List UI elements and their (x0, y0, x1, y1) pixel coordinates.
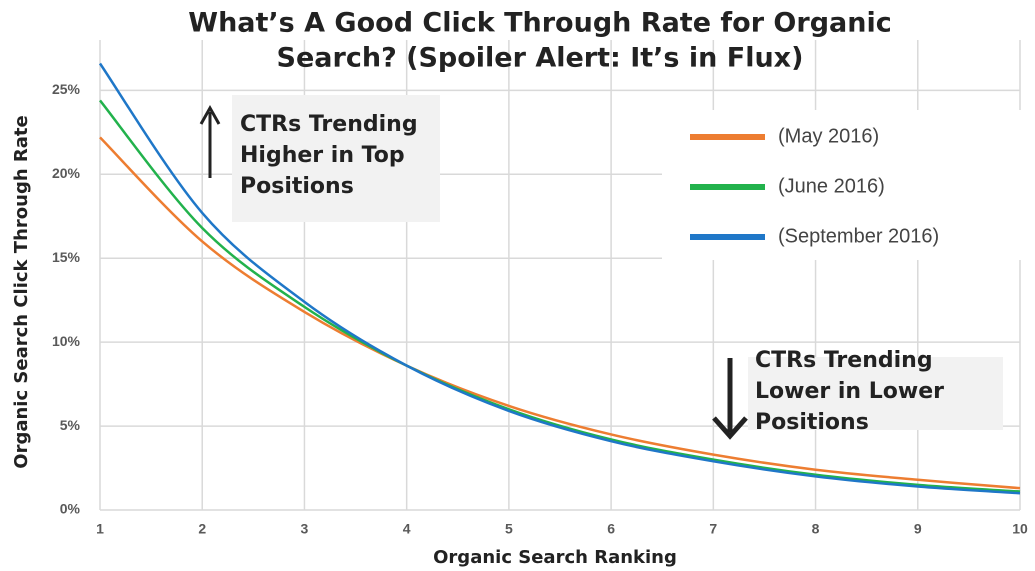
arrow-head (199, 104, 221, 125)
y-axis-label: Organic Search Click Through Rate (11, 115, 32, 468)
series-line (98, 62, 1021, 495)
annotation: Positions (755, 410, 869, 435)
x-tick-label: 8 (812, 521, 820, 537)
x-tick-label: 2 (198, 521, 206, 537)
annotation: Lower in Lower (755, 379, 944, 404)
grid (99, 40, 1021, 511)
x-tick-label: 3 (301, 521, 309, 537)
legend-label: (May 2016) (778, 125, 879, 147)
x-tick-label: 6 (607, 521, 615, 537)
y-tick-label: 10% (52, 333, 81, 349)
x-tick-label: 1 (96, 521, 104, 537)
y-tick-label: 25% (52, 81, 81, 97)
annotation: Higher in Top (240, 143, 405, 168)
y-tick-label: 15% (52, 249, 81, 265)
x-tick-label: 10 (1012, 521, 1028, 537)
y-tick-label: 0% (60, 501, 81, 517)
chart-title: What’s A Good Click Through Rate for Org… (188, 8, 891, 39)
y-tick-label: 20% (52, 165, 81, 181)
annotation: CTRs Trending (755, 348, 933, 373)
annotation-box (748, 357, 1003, 430)
annotation: CTRs Trending (240, 112, 418, 137)
x-tick-label: 9 (914, 521, 922, 537)
annotation: Positions (240, 174, 354, 199)
series-line (99, 136, 1021, 490)
x-tick-label: 5 (505, 521, 513, 537)
annotation-box (232, 95, 440, 222)
lines (98, 62, 1021, 495)
chart-title: Search? (Spoiler Alert: It’s in Flux) (277, 43, 804, 74)
series-line (99, 99, 1021, 493)
arrow-head (712, 416, 748, 440)
x-tick-label: 4 (403, 521, 411, 537)
y-tick-label: 5% (60, 417, 81, 433)
legend-label: (June 2016) (778, 175, 885, 197)
legend-label: (September 2016) (778, 225, 939, 247)
x-axis-label: Organic Search Ranking (433, 547, 677, 568)
x-tick-label: 7 (709, 521, 717, 537)
